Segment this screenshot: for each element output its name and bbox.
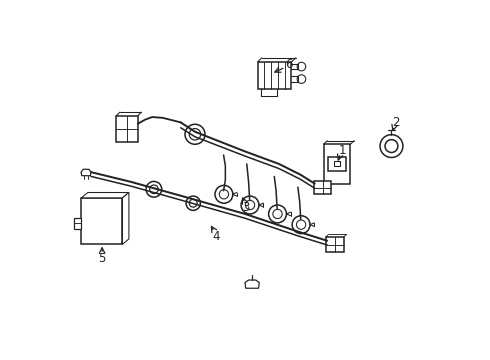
Polygon shape — [81, 169, 91, 176]
Polygon shape — [81, 193, 129, 198]
Polygon shape — [323, 144, 350, 184]
Text: 1: 1 — [339, 144, 346, 157]
Text: 6: 6 — [285, 58, 293, 72]
Text: 5: 5 — [98, 252, 106, 265]
Polygon shape — [117, 116, 138, 143]
Polygon shape — [314, 181, 331, 194]
Text: 4: 4 — [213, 230, 220, 243]
Polygon shape — [328, 157, 346, 171]
Text: 3: 3 — [243, 201, 250, 213]
Polygon shape — [326, 237, 343, 252]
Polygon shape — [81, 198, 122, 244]
Polygon shape — [122, 193, 129, 244]
Polygon shape — [245, 280, 259, 288]
Polygon shape — [258, 62, 292, 89]
Text: 2: 2 — [392, 116, 399, 129]
Polygon shape — [74, 218, 81, 229]
